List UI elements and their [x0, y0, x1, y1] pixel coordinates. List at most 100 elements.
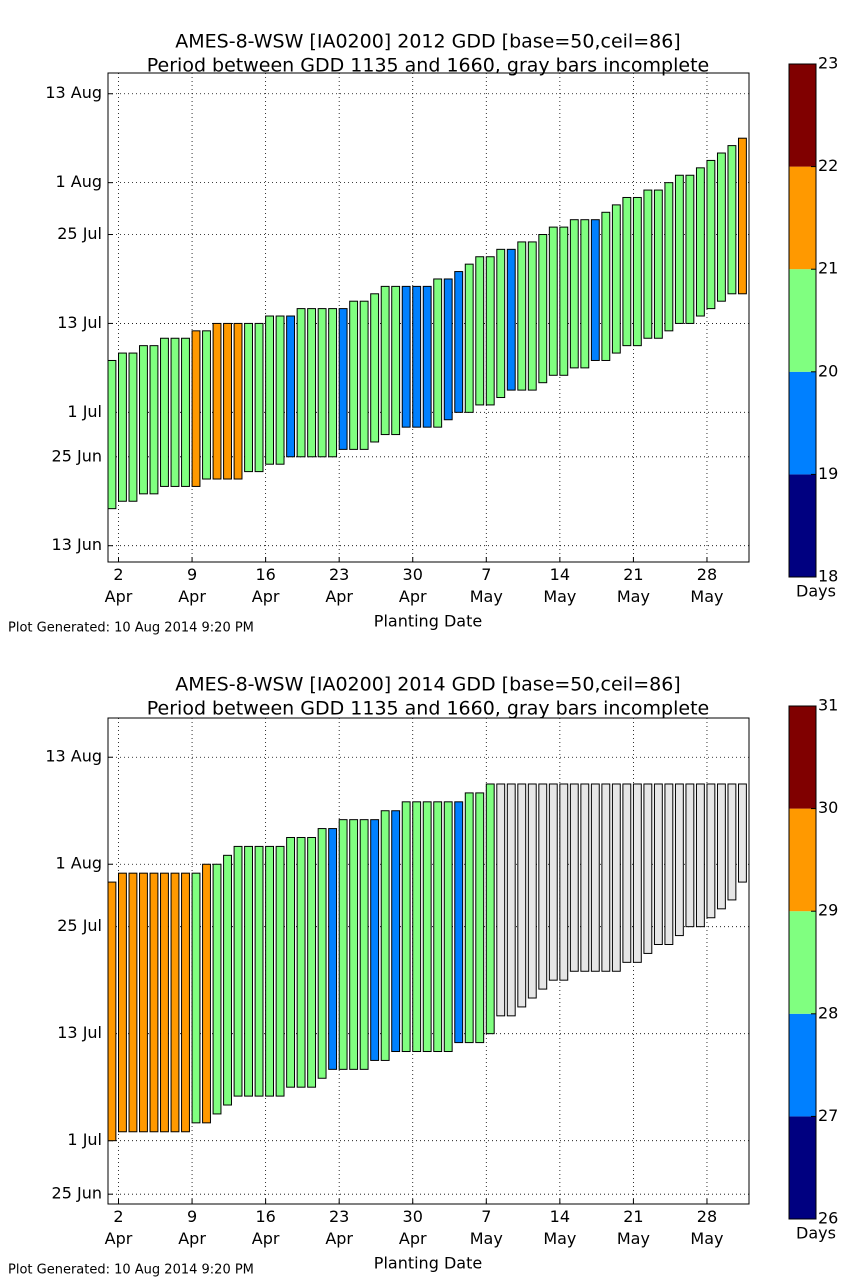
bar	[391, 810, 401, 1053]
bar	[149, 345, 159, 495]
bar	[580, 219, 590, 369]
bar	[517, 241, 527, 391]
colorbar-tick-label: 20	[818, 361, 838, 380]
bar	[590, 783, 600, 972]
bar	[118, 872, 127, 1133]
colorbar-tick-label: 30	[818, 798, 838, 817]
bar	[727, 783, 737, 901]
x-axis-label: Planting Date	[374, 612, 482, 631]
x-tick-label: 23 Apr	[325, 565, 353, 606]
bar	[580, 783, 590, 972]
bar	[622, 196, 632, 347]
bar	[674, 174, 684, 324]
bar	[307, 836, 317, 1088]
bar	[338, 819, 348, 1070]
bar	[611, 783, 621, 972]
bar	[244, 322, 253, 473]
bar	[454, 801, 464, 1044]
bar	[643, 189, 653, 339]
x-tick-label: 21 May	[617, 1207, 650, 1248]
bar	[653, 783, 663, 946]
chart-subtitle: Period between GDD 1135 and 1660, gray b…	[147, 698, 709, 720]
footnote: Plot Generated: 10 Aug 2014 9:20 PM	[8, 1263, 254, 1278]
bar	[317, 828, 327, 1079]
bar	[233, 322, 243, 480]
bar	[517, 783, 527, 1008]
x-tick-label: 2 Apr	[105, 565, 133, 606]
x-tick-label: 2 Apr	[105, 1207, 133, 1248]
bar	[464, 792, 474, 1044]
bar	[601, 783, 611, 972]
x-tick-label: 14 May	[543, 565, 576, 606]
bar	[349, 819, 359, 1070]
bar	[275, 315, 285, 465]
bar	[328, 828, 338, 1070]
bar	[422, 801, 432, 1053]
bar	[401, 801, 411, 1053]
bar	[380, 810, 390, 1061]
bar	[716, 783, 726, 910]
bar	[632, 196, 642, 347]
bar	[118, 352, 127, 502]
colorbar-segment	[789, 911, 816, 1014]
bar	[286, 836, 296, 1088]
bar	[160, 872, 169, 1133]
bar	[506, 248, 516, 391]
bar	[674, 783, 684, 937]
bar	[685, 174, 695, 324]
colorbar-frame	[788, 705, 817, 1220]
bar	[527, 241, 537, 391]
bar	[632, 783, 642, 963]
bar	[569, 219, 579, 369]
bar	[643, 783, 653, 954]
bar	[443, 278, 453, 421]
colorbar-frame	[788, 63, 817, 578]
colorbar-tick-label: 19	[818, 464, 838, 483]
bar	[223, 854, 232, 1106]
bar	[370, 819, 380, 1061]
bar	[559, 226, 569, 376]
bar	[107, 881, 117, 1142]
colorbar-tick-label: 22	[818, 156, 838, 175]
bar	[139, 872, 148, 1133]
x-tick-label: 16 Apr	[252, 1207, 280, 1248]
bar	[170, 337, 180, 487]
bar	[275, 845, 285, 1097]
bar	[296, 308, 306, 458]
bar	[181, 872, 190, 1133]
bar	[506, 783, 516, 1017]
bar	[538, 234, 548, 384]
footnote: Plot Generated: 10 Aug 2014 9:20 PM	[8, 621, 254, 636]
x-tick-label: 28 May	[690, 1207, 723, 1248]
bar	[139, 345, 148, 495]
x-tick-label: 23 Apr	[325, 1207, 353, 1248]
bar	[737, 137, 747, 295]
x-tick-label: 28 May	[690, 565, 723, 606]
bar	[433, 801, 443, 1053]
bar	[149, 872, 159, 1133]
bar	[737, 783, 747, 883]
bar	[664, 182, 674, 332]
bar	[286, 315, 296, 458]
colorbar-segment	[789, 371, 816, 475]
bar	[601, 211, 611, 361]
bar	[548, 783, 558, 981]
x-tick-label: 7 May	[470, 1207, 503, 1248]
bar	[485, 256, 495, 406]
y-tick-label: 1 Jul	[67, 1130, 102, 1149]
bar	[496, 783, 506, 1017]
bar	[412, 285, 422, 428]
bar	[265, 315, 275, 465]
x-tick-label: 21 May	[617, 565, 650, 606]
y-tick-label: 13 Jul	[57, 1023, 102, 1042]
y-tick-label: 25 Jun	[52, 446, 102, 465]
plot-frame	[107, 72, 750, 563]
bar	[380, 285, 390, 436]
x-tick-label: 30 Apr	[399, 565, 427, 606]
bar	[202, 330, 211, 480]
bar	[170, 872, 180, 1133]
y-tick-label: 1 Jul	[67, 402, 102, 421]
y-tick-label: 13 Aug	[45, 83, 102, 102]
colorbar-segment	[789, 166, 816, 270]
